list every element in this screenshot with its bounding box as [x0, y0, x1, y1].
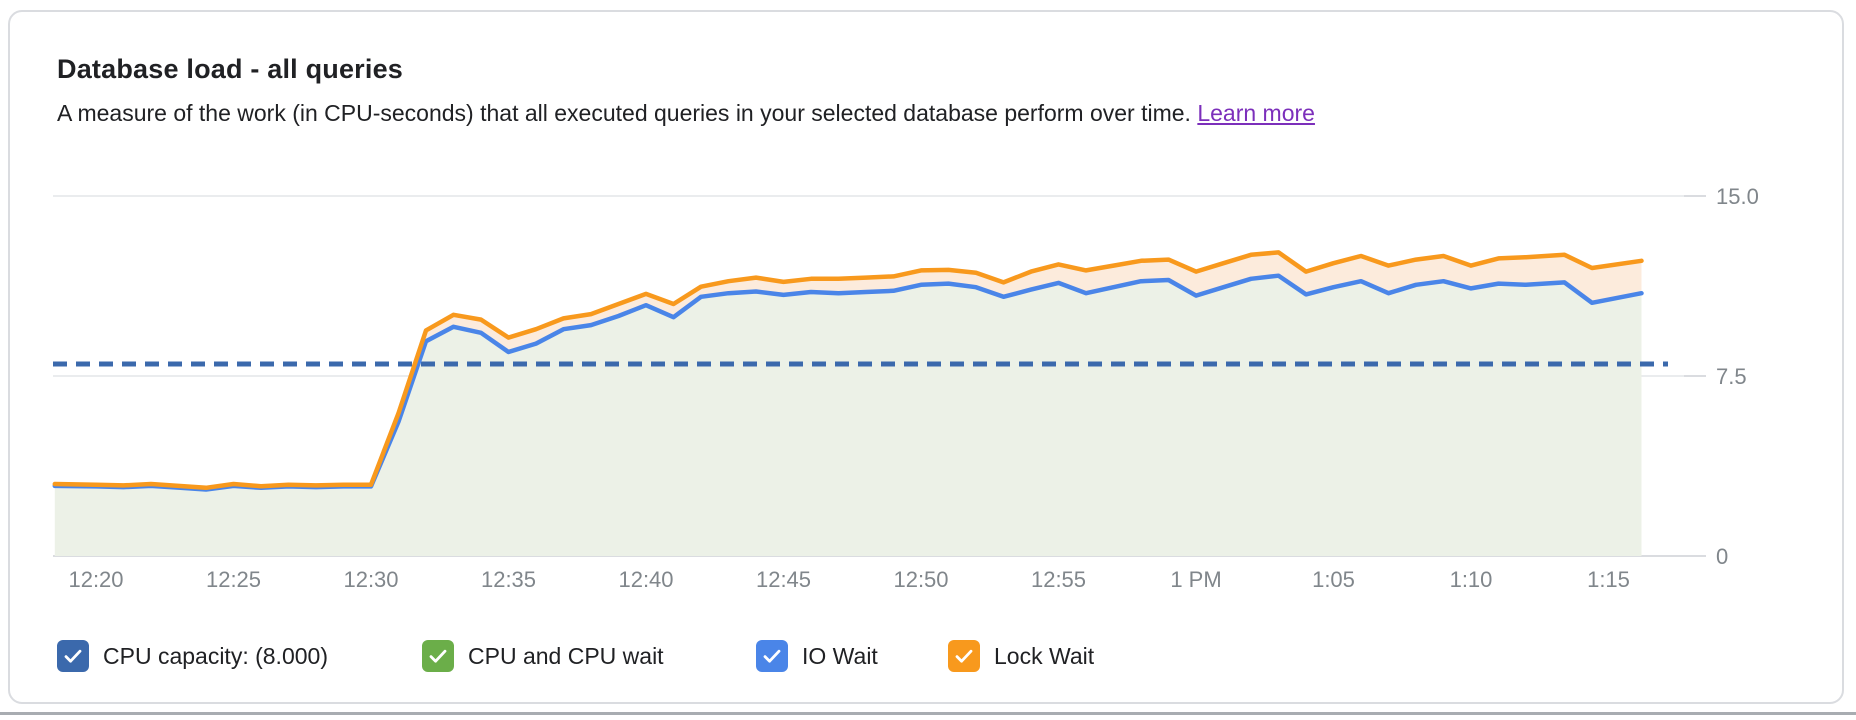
legend-item-lock-wait[interactable]: Lock Wait	[948, 640, 1094, 672]
legend-item-io-wait[interactable]: IO Wait	[756, 640, 878, 672]
lock-wait-checkbox[interactable]	[948, 640, 980, 672]
legend-label: CPU capacity: (8.000)	[103, 642, 328, 669]
checkmark-icon	[955, 649, 973, 663]
checkmark-icon	[64, 649, 82, 663]
learn-more-link[interactable]: Learn more	[1197, 100, 1315, 126]
legend-label: Lock Wait	[994, 642, 1095, 669]
description-text: A measure of the work (in CPU-seconds) t…	[57, 100, 1191, 126]
legend-item-cpu-and-cpu-wait[interactable]: CPU and CPU wait	[422, 640, 664, 672]
cpu-capacity-checkbox[interactable]	[57, 640, 89, 672]
page-title: Database load - all queries	[57, 54, 404, 84]
database-load-card: Database load - all queries A measure of…	[8, 10, 1844, 704]
cpu-and-cpu-wait-checkbox[interactable]	[422, 640, 454, 672]
chart-description: A measure of the work (in CPU-seconds) t…	[57, 100, 1315, 127]
legend-label: IO Wait	[802, 642, 878, 669]
legend-label: CPU and CPU wait	[468, 642, 664, 669]
checkmark-icon	[429, 649, 447, 663]
checkmark-icon	[763, 649, 781, 663]
legend-item-cpu-capacity[interactable]: CPU capacity: (8.000)	[57, 640, 328, 672]
io-wait-checkbox[interactable]	[756, 640, 788, 672]
bottom-separator	[0, 712, 1856, 715]
